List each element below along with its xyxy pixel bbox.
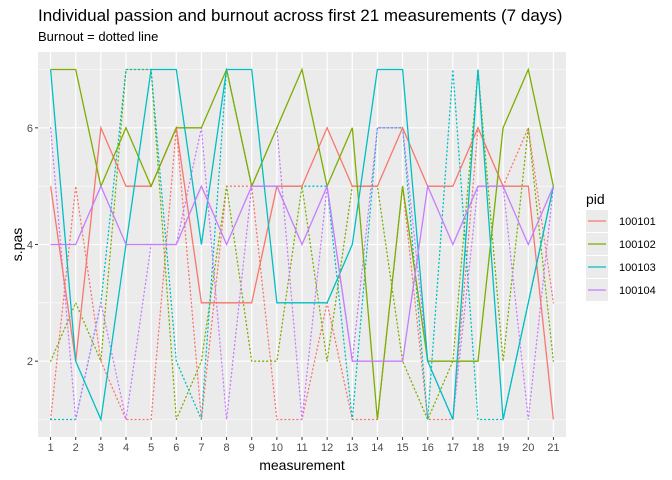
x-tick-label: 19 bbox=[497, 442, 509, 454]
x-tick-label: 2 bbox=[73, 442, 79, 454]
x-tick-label: 20 bbox=[522, 442, 534, 454]
chart-title: Individual passion and burnout across fi… bbox=[38, 6, 563, 25]
legend-label-100102: 100102 bbox=[619, 239, 656, 251]
x-tick-label: 11 bbox=[296, 442, 307, 454]
x-tick-label: 5 bbox=[148, 442, 154, 454]
x-tick-label: 9 bbox=[249, 442, 255, 454]
y-tick-label: 2 bbox=[27, 356, 33, 368]
x-tick-label: 6 bbox=[173, 442, 179, 454]
passion-line-100103 bbox=[49, 68, 555, 422]
y-tick-label: 6 bbox=[27, 123, 33, 135]
x-tick-label: 13 bbox=[346, 442, 358, 454]
x-tick-label: 8 bbox=[224, 442, 230, 454]
passion-line-100104 bbox=[50, 183, 554, 362]
x-tick-label: 10 bbox=[271, 442, 283, 454]
legend: pid 100101 100102 100103 100104 bbox=[586, 191, 656, 301]
legend-label-100104: 100104 bbox=[619, 285, 656, 297]
legend-label-100103: 100103 bbox=[619, 262, 656, 274]
x-tick-label: 3 bbox=[98, 442, 104, 454]
x-tick-label: 12 bbox=[321, 442, 333, 454]
x-tick-label: 14 bbox=[371, 442, 383, 454]
x-tick-label: 18 bbox=[472, 442, 484, 454]
y-tick-label: 4 bbox=[27, 240, 33, 252]
x-tick-label: 4 bbox=[123, 442, 129, 454]
passion-lines bbox=[49, 67, 555, 422]
legend-label-100101: 100101 bbox=[619, 216, 656, 228]
x-tick-label: 1 bbox=[48, 442, 54, 454]
legend-title: pid bbox=[586, 191, 605, 207]
x-tick-label: 16 bbox=[422, 442, 434, 454]
y-axis-title: s.pas bbox=[9, 228, 25, 261]
chart-subtitle: Burnout = dotted line bbox=[38, 29, 159, 44]
x-tick-label: 7 bbox=[198, 442, 204, 454]
x-tick-label: 17 bbox=[447, 442, 459, 454]
passion-line-100102 bbox=[50, 67, 555, 420]
x-tick-label: 15 bbox=[396, 442, 408, 454]
x-tick-label: 21 bbox=[547, 442, 559, 454]
x-axis-title: measurement bbox=[259, 457, 345, 473]
burnout-line-100104 bbox=[49, 127, 555, 423]
